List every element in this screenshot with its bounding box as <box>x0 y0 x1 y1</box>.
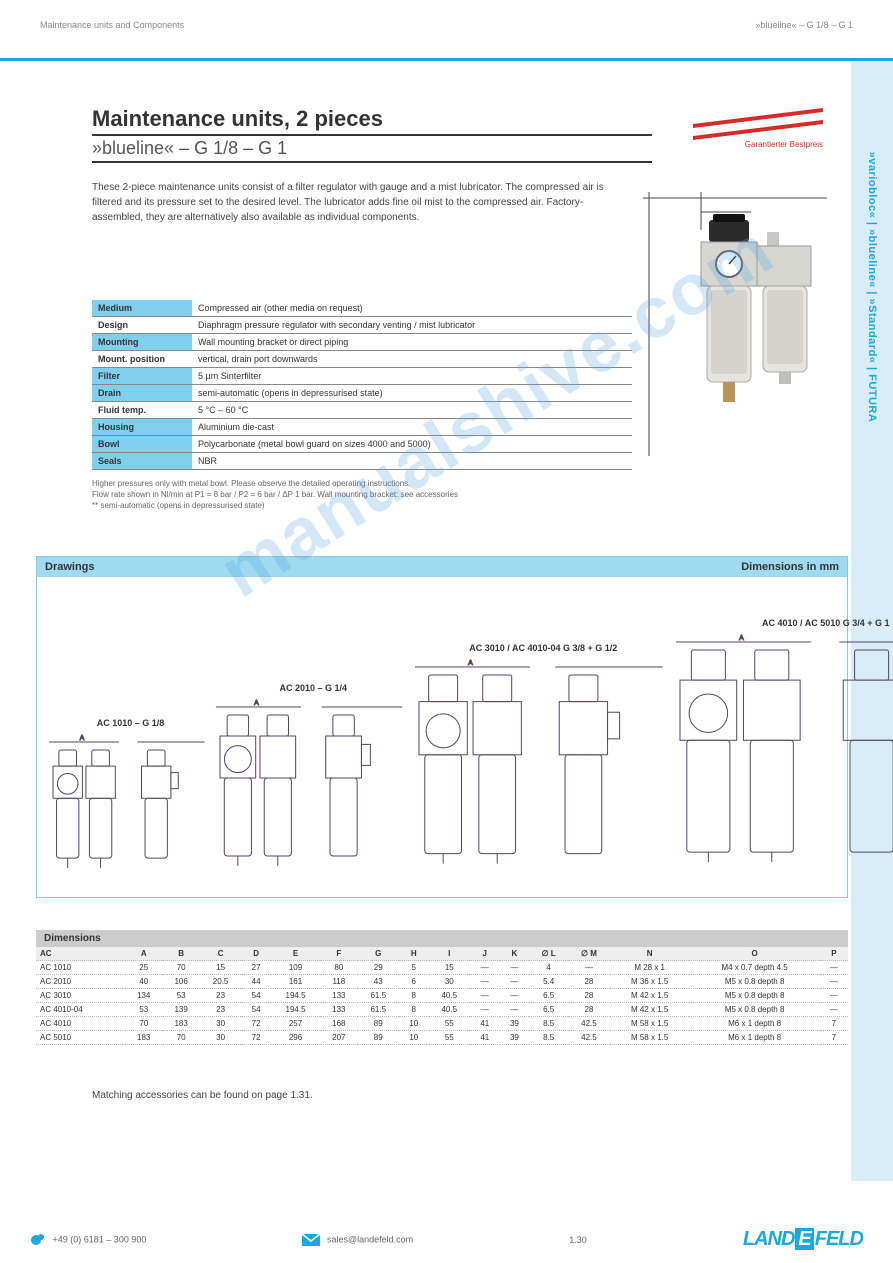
footnote-3: ** semi-automatic (opens in depressurise… <box>92 500 792 511</box>
footer-email: sales@landefeld.com <box>302 1234 413 1246</box>
accessories-note: Matching accessories can be found on pag… <box>92 1090 313 1101</box>
phone-icon <box>30 1233 46 1247</box>
drawings-units: Dimensions in mm <box>741 561 839 573</box>
page-footer: +49 (0) 6181 – 300 900 sales@landefeld.c… <box>0 1228 893 1251</box>
svg-text:A: A <box>739 635 744 642</box>
drawing-item: AC 4010 / AC 5010 G 3/4 + G 1 <box>674 618 893 887</box>
drawing-item: AC 3010 / AC 4010-04 G 3/8 + G 1/2 <box>413 643 675 887</box>
intro-text: These 2-piece maintenance units consist … <box>92 180 632 225</box>
top-rule <box>0 58 893 61</box>
svg-text:A: A <box>80 735 85 742</box>
drawings-panel: Drawings Dimensions in mm AC 1010 – G 1/… <box>36 556 848 898</box>
table-row: AC 401070183307225716889105541398.542.5M… <box>36 1017 848 1031</box>
table-row: AC 4010-04531392354194.513361.5840.5——6.… <box>36 1003 848 1017</box>
footer-phone: +49 (0) 6181 – 300 900 <box>30 1233 146 1247</box>
mail-icon <box>302 1234 320 1246</box>
title-block: Maintenance units, 2 pieces »blueline« –… <box>92 106 652 165</box>
drawing-label: AC 1010 – G 1/8 <box>97 718 165 728</box>
dimensions-table: Dimensions ACABCDEFGHIJK∅ L∅ MNOPAC 1010… <box>36 930 848 1045</box>
brand-logo: LANDEFELD <box>743 1228 863 1251</box>
price-badge: Garantierter Bestpreis <box>693 108 823 149</box>
dimtable-title: Dimensions <box>36 930 848 947</box>
page-subtitle: »blueline« – G 1/8 – G 1 <box>92 138 652 159</box>
page: Maintenance units and Components »blueli… <box>0 0 893 1263</box>
svg-text:A: A <box>468 660 473 667</box>
drawings-title: Drawings <box>45 561 95 573</box>
drawing-label: AC 3010 / AC 4010-04 G 3/8 + G 1/2 <box>469 643 617 653</box>
price-label: Garantierter Bestpreis <box>693 140 823 149</box>
table-row: AC 3010134532354194.513361.5840.5——6.528… <box>36 989 848 1003</box>
drawing-item: AC 2010 – G 1/4 A <box>214 683 413 887</box>
product-image <box>643 192 831 462</box>
header-section-left: Maintenance units and Components <box>40 20 184 30</box>
side-tab-text: »variobloc« | »blueline« | »Standard« | … <box>866 152 878 423</box>
drawing-label: AC 2010 – G 1/4 <box>279 683 347 693</box>
drawing-label: AC 4010 / AC 5010 G 3/4 + G 1 <box>762 618 890 628</box>
header-top: Maintenance units and Components »blueli… <box>40 20 853 30</box>
spec-footnotes: Higher pressures only with metal bowl. P… <box>92 478 792 512</box>
footnote-1: Higher pressures only with metal bowl. P… <box>92 478 792 489</box>
spec-table: MediumCompressed air (other media on req… <box>92 300 632 470</box>
table-row: AC 20104010620.54416111843630——5.428M 36… <box>36 975 848 989</box>
table-row: AC 1010257015271098029515——4—M 28 x 1M4 … <box>36 961 848 975</box>
table-row: AC 501018370307229620789105541398.542.5M… <box>36 1031 848 1045</box>
page-title: Maintenance units, 2 pieces <box>92 106 652 132</box>
header-section-right: »blueline« – G 1/8 – G 1 <box>755 20 853 30</box>
footer-page: 1.30 <box>569 1235 587 1245</box>
svg-text:A: A <box>254 700 259 707</box>
footnote-2: Flow rate shown in Nl/min at P1 = 8 bar … <box>92 489 792 500</box>
drawing-item: AC 1010 – G 1/8 A <box>47 718 214 887</box>
